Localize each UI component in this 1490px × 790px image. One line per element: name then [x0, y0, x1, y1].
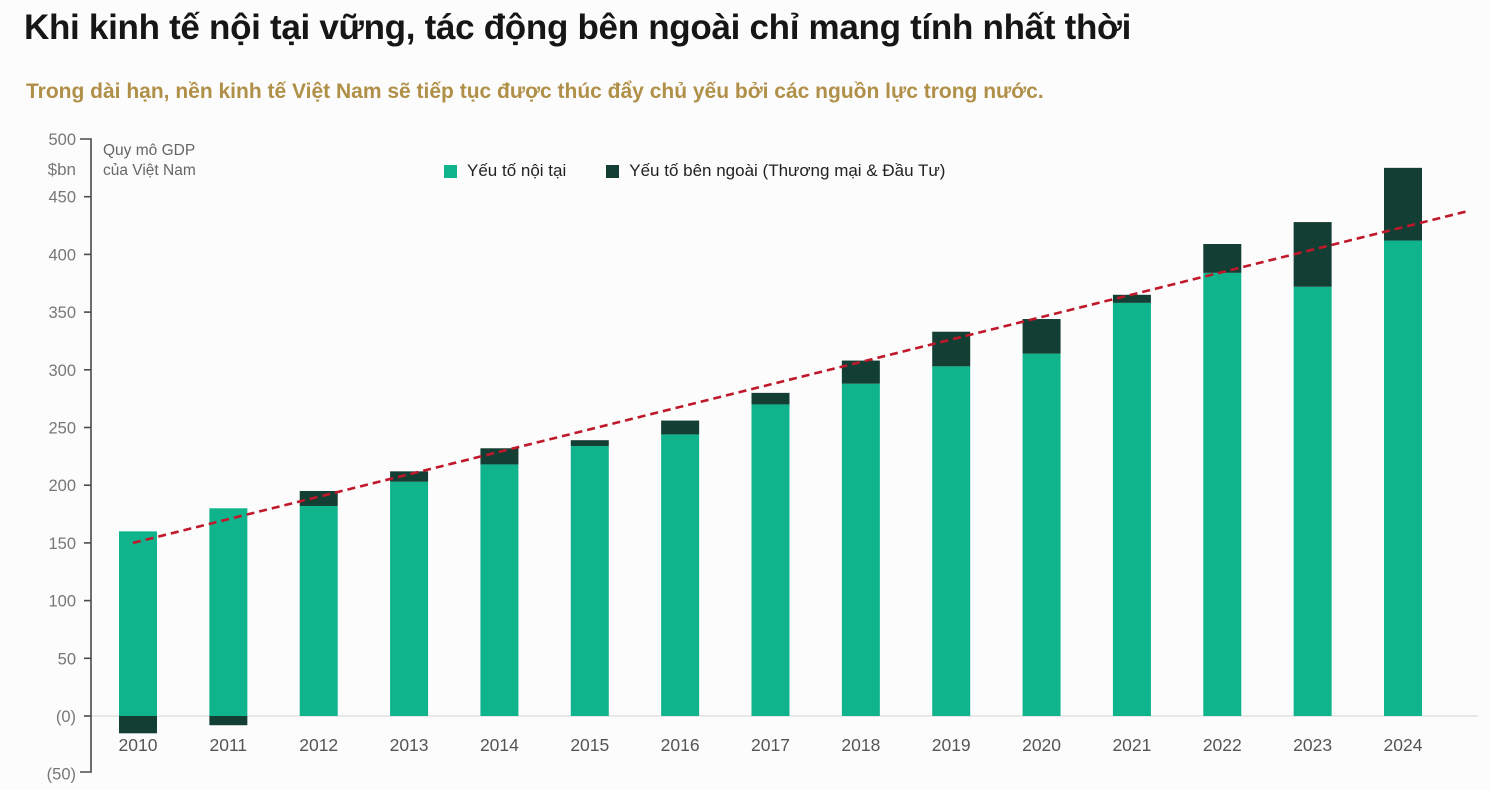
bar-external-2011 [209, 716, 248, 726]
bar-internal-2023 [1293, 286, 1332, 716]
bar-internal-2018 [841, 383, 880, 716]
y-tick-label: (50) [47, 766, 76, 784]
x-label-2010: 2010 [119, 735, 158, 755]
bar-internal-2015 [570, 445, 609, 716]
bar-external-2019 [932, 331, 971, 367]
bar-external-2024 [1383, 167, 1422, 241]
bar-external-2023 [1293, 222, 1332, 287]
bar-internal-2021 [1112, 302, 1151, 716]
x-label-2013: 2013 [390, 735, 429, 755]
x-label-2020: 2020 [1022, 735, 1061, 755]
x-label-2011: 2011 [210, 735, 248, 755]
bar-internal-2022 [1203, 272, 1242, 716]
x-label-2012: 2012 [299, 735, 338, 755]
page-subtitle: Trong dài hạn, nền kinh tế Việt Nam sẽ t… [26, 80, 1044, 103]
legend-label-external: Yếu tố bên ngoài (Thương mại & Đầu Tư) [629, 161, 946, 180]
bar-internal-2014 [480, 464, 519, 716]
x-label-2014: 2014 [480, 735, 519, 755]
y-tick-label: 500 [48, 131, 76, 149]
x-label-2018: 2018 [841, 735, 880, 755]
y-tick-label: 100 [48, 593, 76, 611]
y-tick-label: 50 [58, 650, 76, 668]
bar-external-2020 [1022, 319, 1061, 354]
bar-external-2012 [299, 490, 338, 506]
x-label-2024: 2024 [1384, 735, 1423, 755]
axis-note: Quy mô GDP của Việt Nam [103, 141, 196, 182]
bar-external-2010 [119, 716, 157, 734]
bar-external-2018 [841, 360, 880, 384]
bar-internal-2012 [299, 505, 338, 716]
legend-item-internal: Yếu tố nội tại [444, 161, 566, 181]
bar-external-2016 [661, 420, 700, 435]
y-tick-label: (0) [56, 708, 76, 726]
x-label-2017: 2017 [751, 735, 790, 755]
y-tick-label: 400 [48, 246, 76, 264]
y-tick-label: 150 [48, 535, 76, 553]
bar-external-2017 [751, 392, 790, 405]
y-axis [80, 138, 92, 773]
x-label-2023: 2023 [1293, 735, 1332, 755]
x-label-2016: 2016 [661, 735, 700, 755]
y-unit-label: $bn [48, 160, 76, 179]
y-tick-label: 450 [48, 189, 76, 207]
bar-internal-2011 [209, 508, 248, 716]
bar-internal-2010 [119, 531, 157, 716]
y-tick-label: 200 [48, 477, 76, 495]
legend-chip-internal-icon [444, 164, 457, 178]
bar-external-2021 [1112, 294, 1151, 303]
x-label-2019: 2019 [932, 735, 971, 755]
axis-note-line1: Quy mô GDP [103, 142, 196, 159]
bar-internal-2019 [932, 366, 971, 716]
bar-internal-2020 [1022, 353, 1061, 716]
axis-note-line2: của Việt Nam [103, 162, 196, 180]
legend: Yếu tố nội tại Yếu tố bên ngoài (Thương … [444, 161, 945, 181]
legend-chip-external-icon [606, 164, 620, 178]
bar-external-2015 [570, 440, 609, 446]
x-label-2015: 2015 [570, 735, 609, 755]
trend-line [132, 209, 1471, 545]
x-label-2021: 2021 [1112, 735, 1151, 755]
y-tick-label: 300 [48, 362, 76, 380]
bar-external-2014 [480, 448, 519, 465]
legend-label-internal: Yếu tố nội tại [467, 161, 567, 180]
bar-internal-2016 [661, 434, 700, 716]
bar-internal-2024 [1383, 240, 1422, 716]
legend-item-external: Yếu tố bên ngoài (Thương mại & Đầu Tư) [606, 161, 945, 181]
y-tick-label: 350 [48, 304, 76, 322]
page-title: Khi kinh tế nội tại vững, tác động bên n… [24, 8, 1132, 47]
bar-internal-2013 [390, 481, 429, 716]
x-label-2022: 2022 [1203, 735, 1242, 755]
y-tick-label: 250 [48, 420, 76, 438]
bar-internal-2017 [751, 404, 790, 716]
bar-external-2013 [390, 471, 429, 482]
